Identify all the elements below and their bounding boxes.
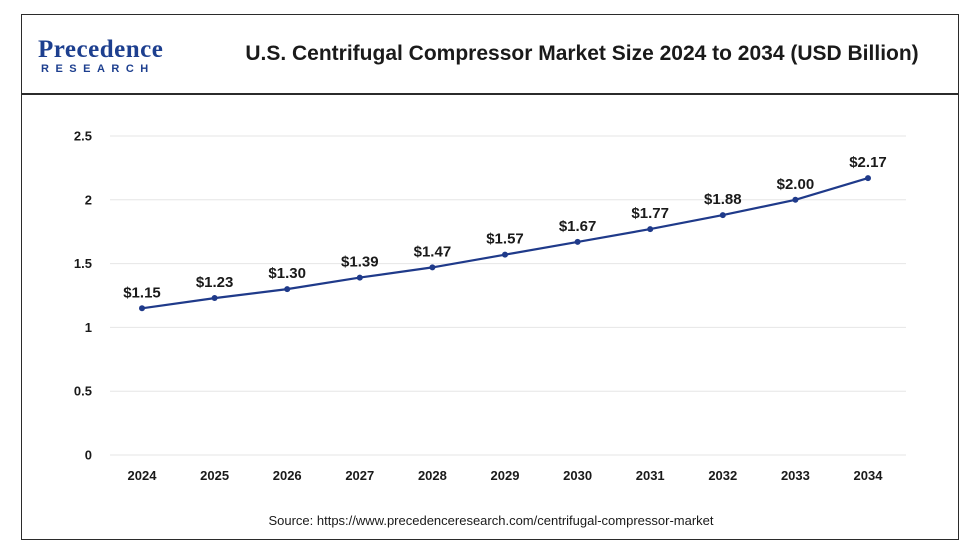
y-tick-label: 2.5 [74,129,92,144]
data-label: $1.47 [414,243,452,260]
y-tick-label: 1 [85,320,92,335]
data-label: $1.30 [268,265,306,282]
data-point [719,212,726,219]
y-tick-label: 0 [85,448,92,463]
y-tick-label: 2 [85,192,92,207]
data-label: $1.39 [341,254,379,271]
x-tick-label: 2029 [491,468,520,483]
chart-title: U.S. Centrifugal Compressor Market Size … [245,42,919,65]
y-axis-ticks: 0 0.5 1 1.5 2 2.5 [74,129,92,463]
x-tick-label: 2031 [636,468,665,483]
y-tick-label: 0.5 [74,384,92,399]
x-tick-label: 2032 [708,468,737,483]
data-point [502,251,508,258]
data-point [792,196,799,203]
data-label: $1.88 [704,191,742,208]
y-tick-label: 1.5 [74,256,92,271]
data-point [574,238,581,245]
data-point [139,305,145,312]
data-label: $1.77 [631,205,669,222]
data-label: $1.67 [559,218,597,235]
data-points [139,175,871,312]
source-note: Source: https://www.precedenceresearch.c… [268,513,714,528]
logo-wordmark: Precedence [38,36,164,63]
x-tick-label: 2026 [273,468,302,483]
chart-header: Precedence RESEARCH U.S. Centrifugal Com… [22,15,958,95]
data-label: $1.15 [123,284,161,301]
x-tick-label: 2024 [128,468,158,483]
precedence-research-logo: Precedence RESEARCH [38,37,178,77]
data-point [211,295,218,302]
data-point [284,286,291,293]
data-point [865,175,871,182]
data-point [356,274,363,281]
data-label: $1.23 [196,274,234,291]
x-tick-label: 2028 [418,468,447,483]
data-labels: $1.15 $1.23 $1.30 $1.39 $1.47 $1.57 $1.67 $1.77… [123,154,887,301]
x-tick-label: 2033 [781,468,810,483]
data-label: $2.17 [849,154,887,171]
grid-lines [110,135,906,456]
line-chart: 0 0.5 1 1.5 2 2.5 2024 2025 2026 2027 2028 2029 203… [74,129,906,483]
chart-frame: Precedence RESEARCH U.S. Centrifugal Com… [21,14,959,540]
x-tick-label: 2027 [345,468,374,483]
data-label: $2.00 [777,176,815,193]
x-tick-label: 2034 [854,468,884,483]
x-axis-ticks: 2024 2025 2026 2027 2028 2029 2030 2031 2032 2033… [128,468,884,483]
data-point [429,264,436,271]
logo-subtitle: RESEARCH [41,63,155,75]
x-tick-label: 2025 [200,468,229,483]
x-tick-label: 2030 [563,468,592,483]
data-label: $1.57 [486,231,524,248]
data-point [647,226,654,233]
